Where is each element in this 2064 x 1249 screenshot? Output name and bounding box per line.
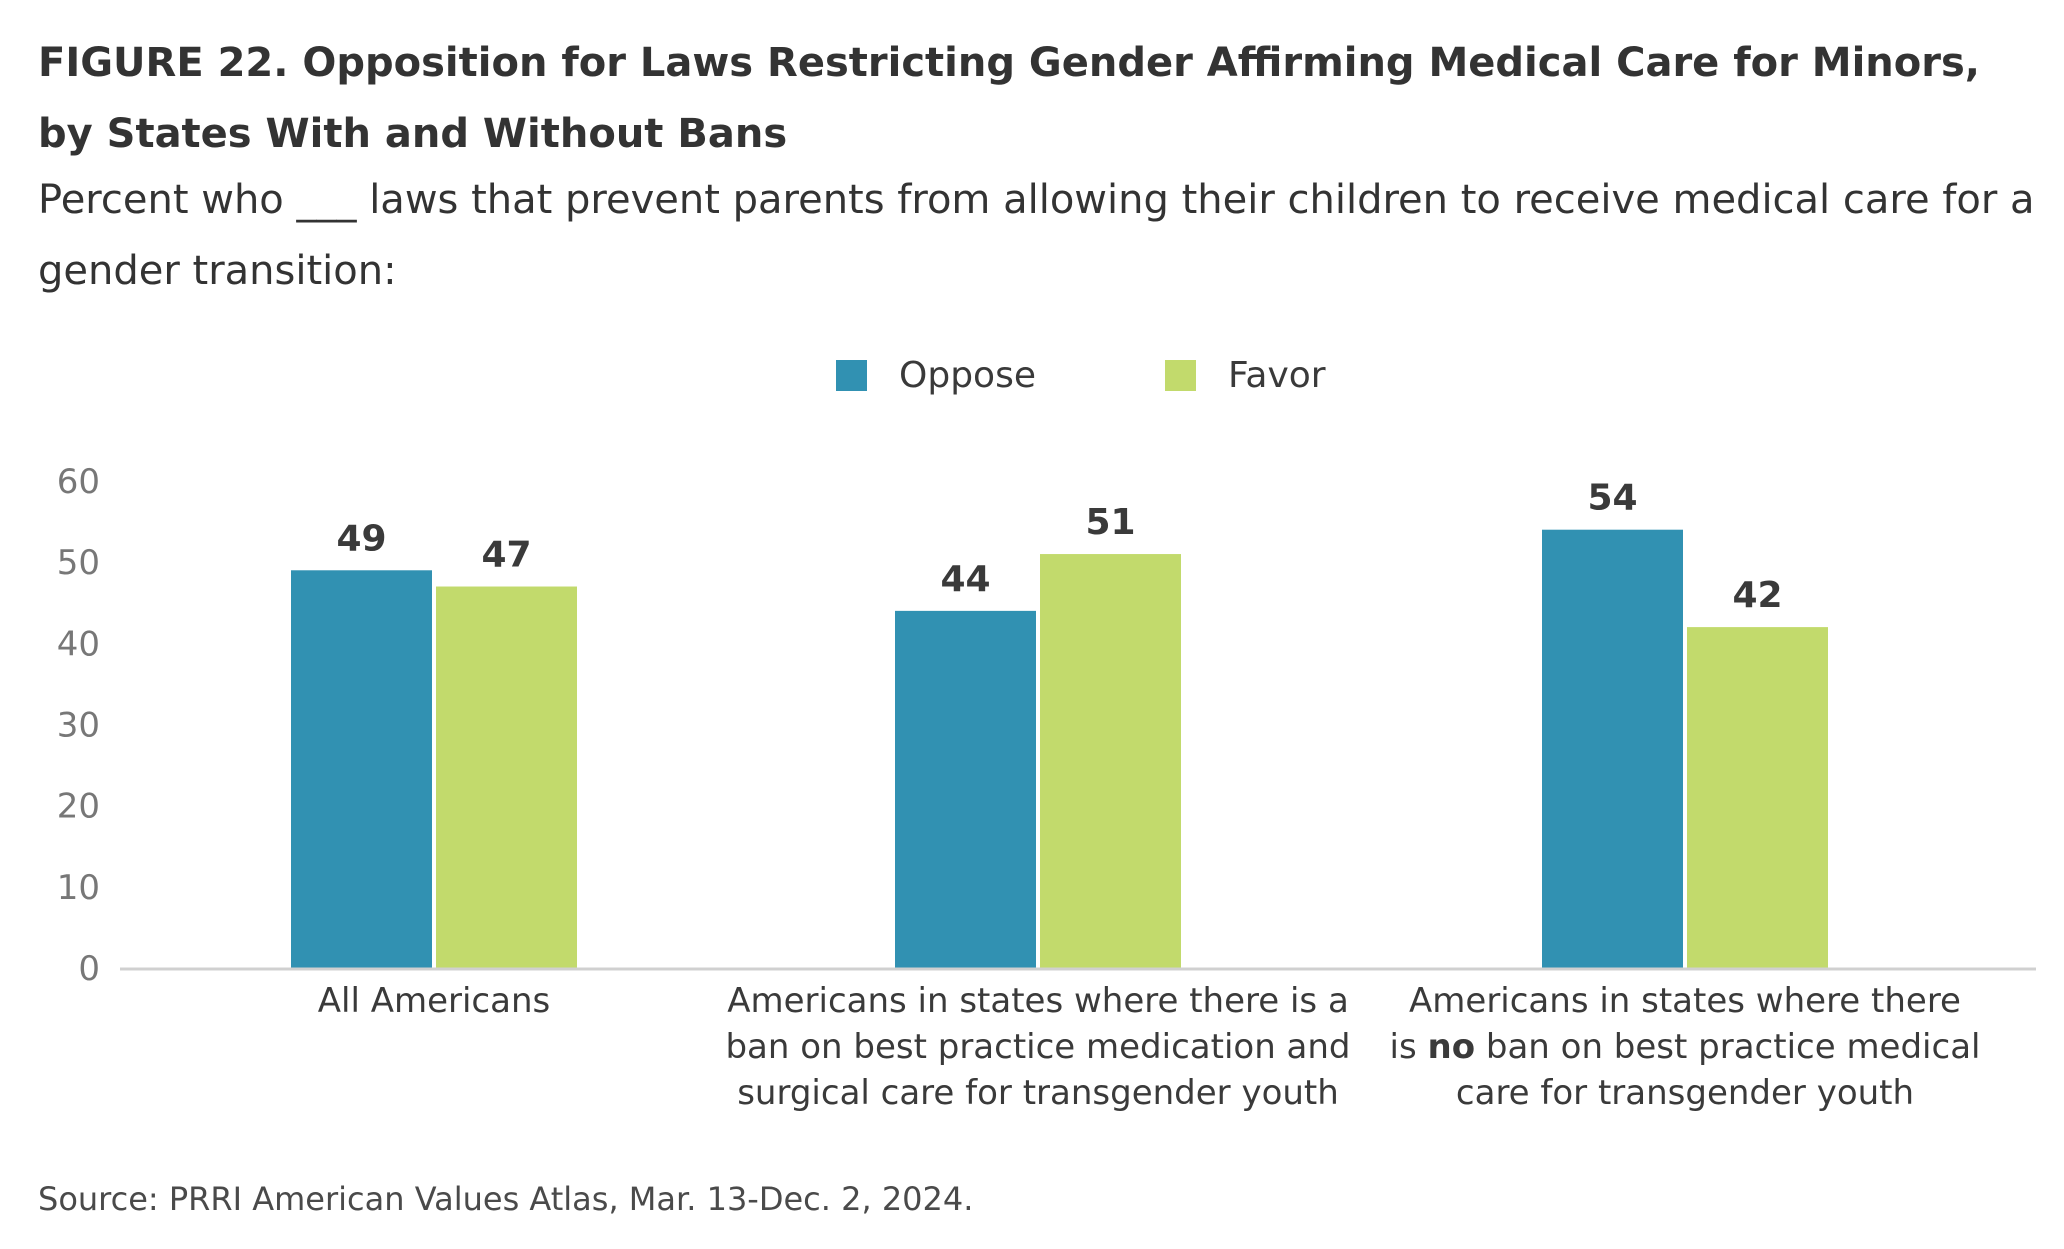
data-label-oppose-1: 44 <box>940 559 990 600</box>
legend-swatch-oppose <box>836 360 867 391</box>
y-tick-label-60: 60 <box>57 462 100 502</box>
bar-favor-1 <box>1040 554 1181 968</box>
data-label-favor-2: 42 <box>1732 575 1782 616</box>
legend-item-oppose: Oppose <box>836 355 1036 396</box>
category-label-line: All Americans <box>317 981 551 1021</box>
data-label-oppose-2: 54 <box>1587 478 1637 519</box>
category-label-2: Americans in states where there is no ban… <box>1365 978 2005 1116</box>
category-label-line: ban on best practice medication and <box>725 1027 1351 1067</box>
data-label-oppose-0: 49 <box>336 518 386 559</box>
chart-title: FIGURE 22. Opposition for Laws Restricti… <box>38 40 1980 157</box>
bar-oppose-1 <box>895 610 1036 968</box>
bar-favor-2 <box>1687 627 1828 968</box>
category-label-line: is no ban on best practice medical <box>1389 1027 1981 1067</box>
category-label-line: care for transgender youth <box>1455 1073 1915 1113</box>
y-tick-label-20: 20 <box>57 787 100 827</box>
legend-label-favor: Favor <box>1228 355 1326 396</box>
chart-subtitle: Percent who ___ laws that prevent parent… <box>38 177 2035 294</box>
category-label-1: Americans in states where there is a ban … <box>718 978 1358 1116</box>
y-tick-label-10: 10 <box>57 868 100 908</box>
y-tick-label-0: 0 <box>78 949 100 989</box>
bar-oppose-2 <box>1542 529 1683 968</box>
category-label-line: Americans in states where there <box>1409 981 1961 1021</box>
bar-favor-0 <box>436 586 577 968</box>
legend: Oppose Favor <box>0 355 2064 405</box>
legend-swatch-favor <box>1165 360 1196 391</box>
category-label-line: Americans in states where there is a <box>727 981 1349 1021</box>
y-tick-label-50: 50 <box>57 543 100 583</box>
y-tick-label-40: 40 <box>57 624 100 664</box>
data-label-favor-1: 51 <box>1085 502 1135 543</box>
source-note: Source: PRRI American Values Atlas, Mar.… <box>38 1180 974 1218</box>
category-label-line: surgical care for transgender youth <box>737 1073 1339 1113</box>
category-label-emphasis: no <box>1427 1027 1476 1067</box>
category-label-0: All Americans <box>114 978 754 1024</box>
y-tick-label-30: 30 <box>57 706 100 746</box>
bar-oppose-0 <box>291 570 432 968</box>
legend-label-oppose: Oppose <box>899 355 1036 396</box>
data-label-favor-0: 47 <box>481 535 531 576</box>
legend-item-favor: Favor <box>1165 355 1326 396</box>
